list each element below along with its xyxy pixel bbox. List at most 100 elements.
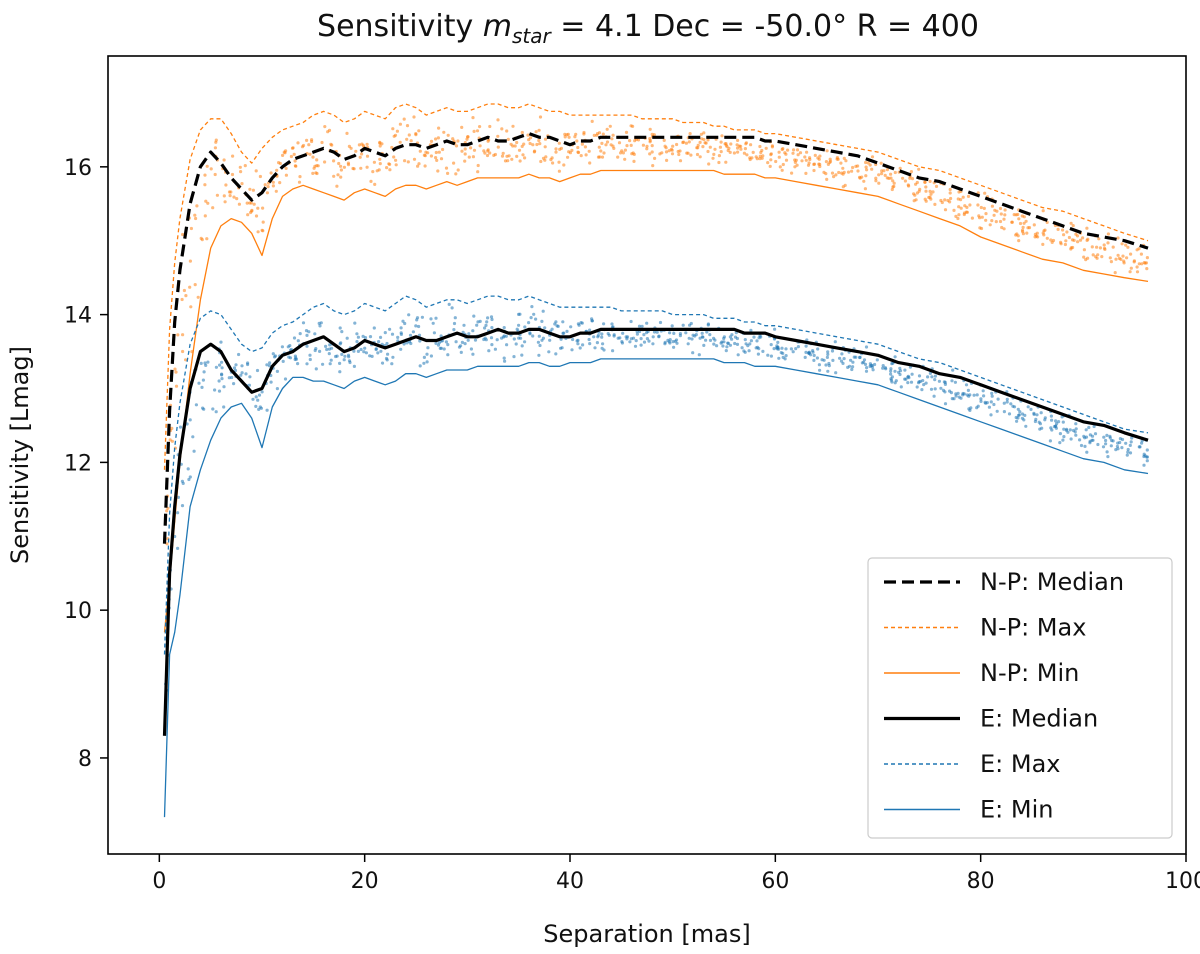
sensitivity-point <box>1079 443 1084 448</box>
sensitivity-point <box>238 165 242 169</box>
sensitivity-point <box>401 319 405 323</box>
sensitivity-point <box>515 154 519 158</box>
sensitivity-point <box>556 324 560 328</box>
sensitivity-point <box>1128 451 1133 455</box>
sensitivity-point <box>621 151 626 155</box>
sensitivity-point <box>735 143 739 147</box>
sensitivity-point <box>1102 246 1107 250</box>
sensitivity-point <box>425 360 429 364</box>
sensitivity-point <box>204 363 208 367</box>
sensitivity-point <box>1113 271 1117 275</box>
sensitivity-point <box>380 361 385 365</box>
sensitivity-point <box>740 346 744 350</box>
sensitivity-point <box>1018 221 1023 226</box>
sensitivity-point <box>635 332 640 336</box>
sensitivity-point <box>1129 266 1133 270</box>
sensitivity-point <box>557 160 561 164</box>
sensitivity-point <box>739 144 743 148</box>
sensitivity-point <box>356 349 360 353</box>
sensitivity-point <box>1043 228 1047 232</box>
sensitivity-point <box>466 135 470 139</box>
sensitivity-point <box>459 344 463 348</box>
sensitivity-point <box>181 232 185 237</box>
sensitivity-point <box>200 238 204 242</box>
sensitivity-point <box>485 153 490 158</box>
sensitivity-point <box>775 344 779 348</box>
sensitivity-point <box>687 140 691 144</box>
sensitivity-point <box>1021 225 1025 229</box>
sensitivity-point <box>203 173 207 177</box>
sensitivity-point <box>668 341 672 345</box>
sensitivity-point <box>256 398 260 402</box>
sensitivity-point <box>1069 221 1073 225</box>
sensitivity-point <box>565 329 569 333</box>
sensitivity-point <box>863 362 868 366</box>
sensitivity-point <box>506 137 510 141</box>
sensitivity-point <box>258 174 262 179</box>
sensitivity-point <box>578 346 582 350</box>
sensitivity-point <box>758 144 762 149</box>
sensitivity-point <box>880 172 884 176</box>
sensitivity-point <box>247 383 251 387</box>
sensitivity-point <box>581 343 585 347</box>
sensitivity-point <box>483 326 487 330</box>
x-tick-label: 80 <box>967 869 995 894</box>
sensitivity-point <box>387 162 391 166</box>
sensitivity-point <box>495 338 499 342</box>
sensitivity-point <box>698 155 702 159</box>
sensitivity-point <box>568 151 573 155</box>
sensitivity-point <box>1124 441 1128 445</box>
sensitivity-point <box>769 343 773 347</box>
sensitivity-point <box>812 353 816 358</box>
sensitivity-point <box>1120 242 1124 246</box>
sensitivity-point <box>1125 453 1129 457</box>
sensitivity-point <box>218 363 222 367</box>
sensitivity-point <box>220 360 224 364</box>
sensitivity-point <box>777 150 781 154</box>
sensitivity-point <box>482 337 486 342</box>
sensitivity-point <box>245 201 249 205</box>
sensitivity-point <box>394 163 398 167</box>
sensitivity-point <box>657 334 661 338</box>
sensitivity-point <box>1050 240 1054 244</box>
sensitivity-point <box>336 173 340 177</box>
sensitivity-point <box>769 354 774 358</box>
sensitivity-point <box>1032 223 1036 227</box>
sensitivity-point <box>403 159 407 163</box>
sensitivity-point <box>409 139 413 143</box>
sensitivity-point <box>530 305 534 309</box>
sensitivity-point <box>447 302 451 306</box>
sensitivity-point <box>639 337 643 341</box>
sensitivity-point <box>213 172 217 177</box>
sensitivity-point <box>1129 440 1133 444</box>
sensitivity-point <box>512 355 516 359</box>
sensitivity-point <box>288 344 292 348</box>
sensitivity-point <box>817 157 821 161</box>
sensitivity-point <box>1081 236 1085 240</box>
sensitivity-point <box>429 317 433 321</box>
sensitivity-point <box>949 391 954 395</box>
sensitivity-point <box>339 164 343 168</box>
sensitivity-point <box>219 340 223 344</box>
sensitivity-point <box>265 408 269 412</box>
sensitivity-point <box>383 331 387 335</box>
sensitivity-point <box>566 155 570 159</box>
sensitivity-point <box>943 198 947 202</box>
sensitivity-point <box>200 385 204 389</box>
sensitivity-point <box>321 362 325 366</box>
sensitivity-point <box>856 164 860 168</box>
sensitivity-point <box>826 162 831 166</box>
sensitivity-point <box>980 215 984 219</box>
sensitivity-point <box>617 141 622 145</box>
sensitivity-point <box>675 142 679 147</box>
sensitivity-point <box>402 117 406 121</box>
sensitivity-point <box>188 285 192 289</box>
sensitivity-point <box>610 137 614 141</box>
sensitivity-point <box>1084 258 1088 262</box>
sensitivity-point <box>779 351 783 355</box>
y-axis-label: Sensitivity [Lmag] <box>6 346 34 564</box>
sensitivity-point <box>1029 407 1033 411</box>
sensitivity-point <box>484 323 488 327</box>
sensitivity-point <box>521 153 525 157</box>
sensitivity-point <box>1016 407 1020 411</box>
